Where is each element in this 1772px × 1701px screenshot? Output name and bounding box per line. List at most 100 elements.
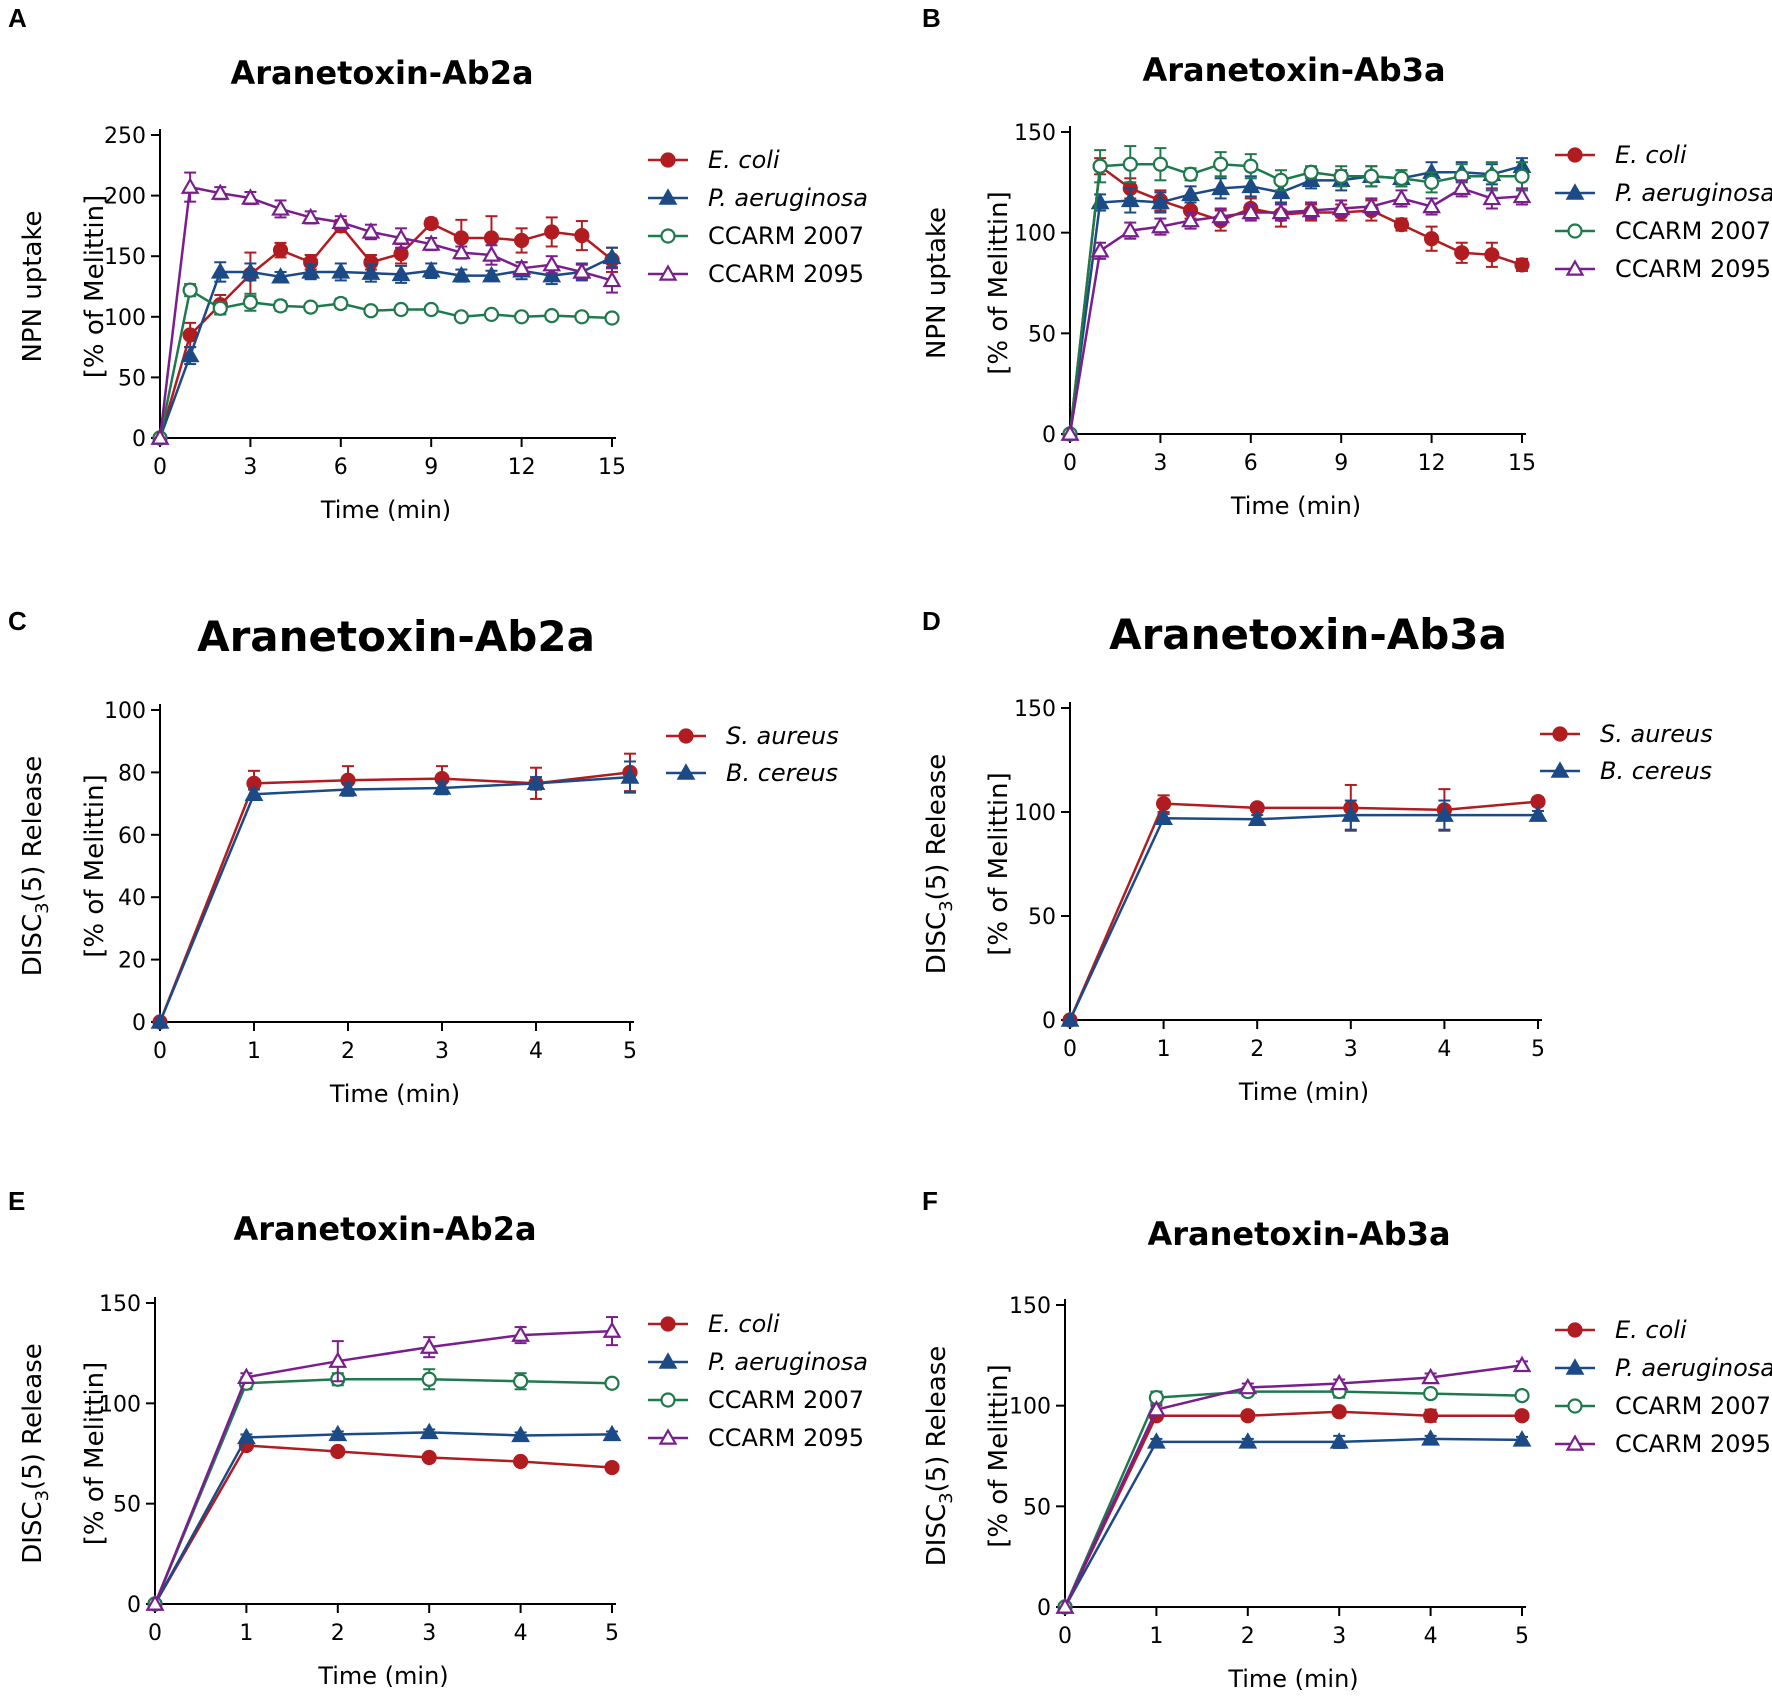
data-point (1392, 188, 1411, 206)
y-tick-label: 0 (1042, 1009, 1056, 1034)
data-point (328, 1424, 348, 1442)
y-tick-label: 150 (104, 245, 146, 270)
data-point (1435, 805, 1454, 822)
x-tick-label: 0 (1063, 451, 1077, 476)
series-line (153, 1444, 613, 1605)
series-line (1068, 162, 1522, 435)
legend-marker (1565, 1434, 1585, 1451)
legend-entry: S. aureus (1540, 720, 1713, 748)
data-point (1514, 168, 1530, 184)
data-point (1301, 200, 1321, 218)
data-point (482, 265, 501, 283)
series-line (158, 288, 613, 439)
data-point (1514, 257, 1530, 273)
y-axis-label-line1: DISC3(5) Release (922, 1346, 957, 1567)
data-point (1512, 1355, 1532, 1373)
data-point (1329, 1373, 1349, 1391)
y-axis-label-line1: DISC3(5) Release (18, 756, 53, 977)
data-point (423, 301, 439, 318)
data-point (1512, 186, 1532, 204)
data-point (1341, 805, 1361, 822)
data-point (361, 222, 381, 239)
data-point (1423, 231, 1440, 247)
legend-marker (676, 763, 696, 780)
panel-letter: B (922, 3, 941, 33)
legend-marker (660, 228, 676, 244)
y-label-subscript: 3 (936, 1492, 957, 1503)
data-point (1514, 1408, 1530, 1424)
y-label-subscript: 3 (936, 900, 957, 911)
chart-title: Aranetoxin-Ab3a (1142, 51, 1445, 89)
series-b-cereus (150, 760, 640, 1029)
data-point (423, 215, 439, 232)
series-e-coli (147, 1437, 620, 1612)
series-line (158, 222, 613, 439)
panel-d: D Aranetoxin-Ab3a 0 50 100 150 0 1 2 3 4 5 Time (min… (922, 606, 1713, 1106)
legend-marker (1567, 1322, 1583, 1338)
data-point (271, 267, 290, 284)
data-point (483, 230, 500, 246)
legend-entry: CCARM 2007 (648, 222, 864, 250)
series-line (158, 256, 613, 439)
x-tick-label: 3 (1332, 1624, 1346, 1649)
data-point (150, 428, 170, 445)
series-line (1063, 1390, 1523, 1608)
legend-entry: CCARM 2095 (648, 260, 864, 288)
x-tick-label: 4 (1424, 1624, 1438, 1649)
legend-entry: E. coli (1555, 1316, 1687, 1344)
legend-marker (660, 1316, 676, 1332)
data-point (1271, 182, 1291, 200)
data-point (544, 307, 560, 324)
y-tick-label: 20 (118, 949, 146, 974)
x-tick-label: 9 (424, 455, 438, 480)
legend-entry: B. cereus (1540, 757, 1712, 785)
data-point (1329, 1432, 1349, 1449)
data-point (542, 265, 562, 283)
data-point (1454, 245, 1470, 261)
y-tick-label: 40 (118, 886, 146, 911)
y-tick-label: 100 (99, 1392, 141, 1417)
x-tick-label: 2 (1250, 1037, 1264, 1062)
data-point (421, 1449, 437, 1466)
y-label-subscript: 3 (32, 1490, 53, 1501)
y-axis-label-line2: [% of Melittin] (80, 1362, 110, 1546)
data-point (1423, 174, 1440, 190)
data-point (421, 234, 441, 251)
x-tick-label: 4 (514, 1621, 528, 1646)
y-axis-label-line1: NPN uptake (922, 207, 952, 359)
data-point (333, 295, 349, 312)
data-point (1331, 1404, 1347, 1420)
legend-marker (1565, 259, 1585, 276)
x-axis-label: Time (min) (1230, 492, 1361, 520)
data-point (602, 1424, 622, 1442)
data-point (602, 247, 622, 265)
x-tick-label: 0 (1063, 1037, 1077, 1062)
data-point (1393, 217, 1410, 233)
data-point (1482, 188, 1502, 206)
data-point (604, 310, 620, 326)
x-axis-label: Time (min) (317, 1662, 448, 1690)
data-point (453, 309, 469, 325)
data-point (1241, 202, 1261, 220)
data-point (1181, 184, 1200, 202)
y-tick-label: 50 (1028, 905, 1056, 930)
y-axis-label-line2: [% of Melittin] (80, 195, 110, 379)
legend-label: B. cereus (726, 759, 838, 787)
x-tick-label: 3 (422, 1621, 436, 1646)
data-point (526, 773, 546, 791)
legend-marker (660, 1392, 676, 1408)
legend-label: E. coli (1615, 141, 1687, 169)
data-point (1528, 805, 1548, 822)
y-axis-label-line2: [% of Melittin] (984, 1364, 1014, 1548)
x-axis-label: Time (min) (320, 496, 451, 524)
legend-label: CCARM 2007 (708, 1386, 864, 1414)
data-point (451, 265, 471, 283)
series-line (1068, 800, 1539, 1021)
data-point (1422, 1408, 1439, 1424)
x-axis-label: Time (min) (1227, 1665, 1358, 1693)
y-axis-label-line1: NPN uptake (18, 210, 48, 362)
x-tick-label: 5 (1531, 1037, 1545, 1062)
legend-label: E. coli (708, 146, 780, 174)
data-point (1151, 192, 1170, 210)
